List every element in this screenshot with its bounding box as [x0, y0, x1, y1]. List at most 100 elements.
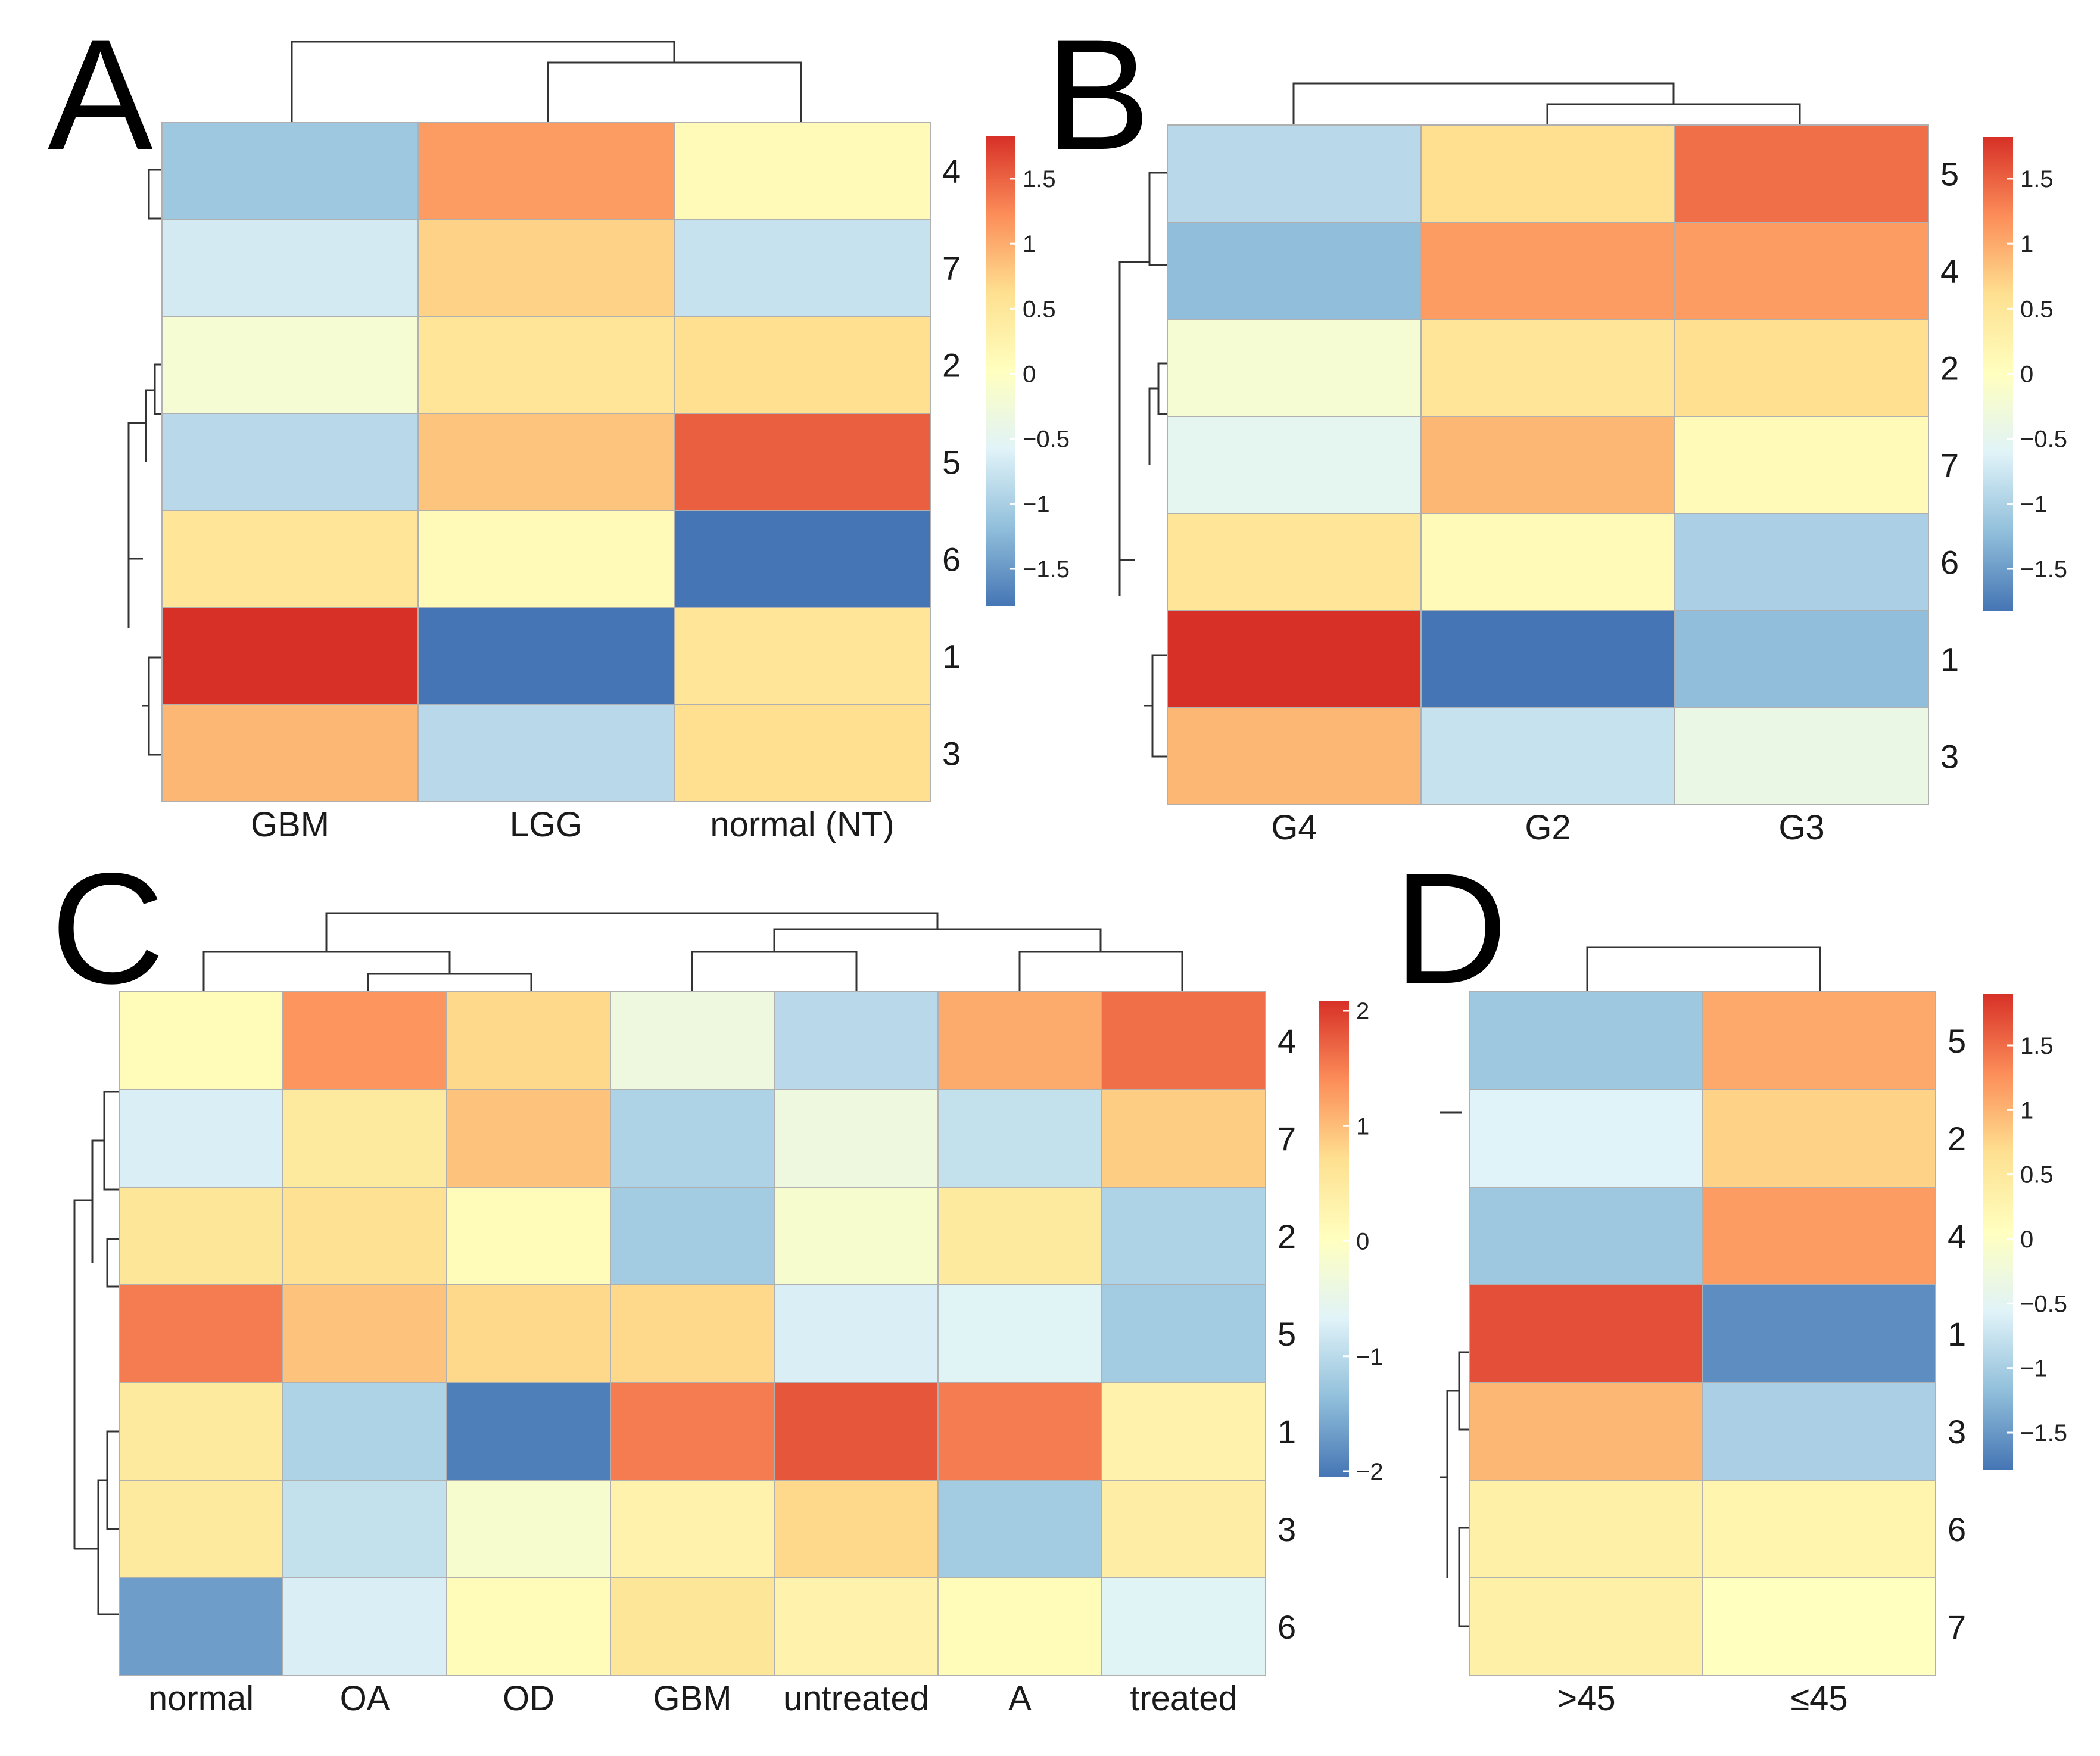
heatmap-cell [937, 1577, 1102, 1676]
heatmap-cell [1167, 707, 1422, 805]
heatmap-cell [1674, 124, 1929, 223]
heatmap-cell [446, 1187, 611, 1285]
heatmap-cell [1167, 222, 1422, 320]
heatmap-cell [674, 607, 931, 705]
heatmap-cell [1469, 1284, 1703, 1383]
row-dendrogram-a [127, 169, 162, 756]
heatmap-cells-b [1167, 124, 1929, 805]
heatmap-cell [1674, 610, 1929, 708]
heatmap-cell [1101, 1382, 1266, 1481]
heatmap-cell [161, 122, 419, 220]
colorbar-tick-label: 1.5 [2020, 166, 2054, 192]
row-label: 6 [1940, 544, 1959, 581]
row-label: 4 [1948, 1218, 1966, 1255]
row-label: 2 [1940, 350, 1959, 387]
heatmap-cell [1167, 513, 1422, 611]
heatmap-cell [674, 704, 931, 802]
colorbar-tick-label: 1 [2020, 231, 2033, 257]
heatmap-cell [417, 510, 675, 608]
heatmap-cell [774, 1480, 939, 1578]
colorbar-a: 1.5 1 0.5 0 −0.5 −1 −1.5 [986, 136, 1070, 606]
column-labels-b: G4 G2 G3 [1271, 808, 1824, 847]
row-labels-c: 4 7 2 5 1 3 6 [1278, 1022, 1296, 1646]
heatmap-cell [417, 122, 675, 220]
colorbar-tick-label: 0.5 [2020, 296, 2054, 322]
panel-letter-d: D [1394, 840, 1507, 1017]
row-label: 3 [1278, 1511, 1296, 1548]
column-label: OA [340, 1679, 390, 1718]
colorbar-tick-label: −1.5 [2020, 556, 2067, 583]
heatmap-cell [610, 1382, 775, 1481]
colorbar-tick-label: 0 [1023, 362, 1036, 388]
colorbar-gradient [1319, 1001, 1349, 1477]
heatmap-cell [1420, 416, 1675, 514]
heatmap-cell [674, 122, 931, 220]
column-dendrogram-a [291, 41, 802, 122]
heatmap-cell [1420, 222, 1675, 320]
panel-letter-b: B [1045, 7, 1151, 183]
heatmap-cell [774, 1187, 939, 1285]
colorbar-tick-label: 1.5 [2020, 1033, 2054, 1059]
row-label: 4 [1278, 1022, 1296, 1060]
heatmap-cell [774, 1284, 939, 1383]
heatmap-cell [417, 219, 675, 317]
colorbar-d: 1.5 1 0.5 0 −0.5 −1 −1.5 [1983, 994, 2067, 1470]
column-label: >45 [1557, 1679, 1615, 1718]
heatmap-cell [1702, 1284, 1936, 1383]
heatmap-cell [1469, 1577, 1703, 1676]
heatmap-cell [119, 1284, 283, 1383]
heatmap-cell [161, 607, 419, 705]
column-label: GBM [251, 805, 329, 844]
row-label: 4 [1940, 253, 1959, 290]
heatmap-cell [119, 1089, 283, 1188]
heatmap-cell [1702, 1382, 1936, 1481]
row-label: 1 [1278, 1413, 1296, 1450]
column-labels-a: GBM LGG normal (NT) [251, 805, 895, 844]
colorbar-gradient [1983, 994, 2013, 1470]
heatmap-cell [610, 1187, 775, 1285]
heatmap-cell [674, 316, 931, 414]
heatmap-cell [282, 1284, 447, 1383]
column-label: G3 [1778, 808, 1824, 847]
heatmap-cell [1420, 513, 1675, 611]
row-label: 6 [942, 541, 961, 578]
column-label: ≤45 [1790, 1679, 1847, 1718]
heatmap-cell [282, 1577, 447, 1676]
row-label: 5 [942, 444, 961, 481]
heatmap-cell [610, 1480, 775, 1578]
row-label: 7 [942, 250, 961, 287]
colorbar-c: 2 1 0 −1 −2 [1319, 998, 1384, 1485]
heatmap-cell [937, 1089, 1102, 1188]
row-dendrogram-d [1440, 1111, 1470, 1627]
column-label: normal (NT) [710, 805, 894, 844]
column-label: A [1008, 1679, 1032, 1718]
row-dendrogram-b [1118, 172, 1167, 758]
colorbar-tick-label: 1 [2020, 1097, 2033, 1123]
heatmap-cell [1101, 1187, 1266, 1285]
row-label: 5 [1278, 1315, 1296, 1353]
heatmap-cell [937, 1187, 1102, 1285]
colorbar-tick-label: 0 [2020, 362, 2033, 388]
heatmap-cell [417, 316, 675, 414]
colorbar-tick-label: −2 [1356, 1459, 1384, 1485]
colorbar-tick-label: −0.5 [2020, 426, 2067, 453]
row-label: 3 [1940, 738, 1959, 776]
heatmap-cell [282, 1187, 447, 1285]
heatmap-panel-d: D >45 ≤45 5 2 4 1 3 6 7 1.5 1 0.5 0 −0.5 −1 −1.5 [1394, 840, 2067, 1718]
heatmap-cell [1469, 1187, 1703, 1285]
colorbar-tick-label: 0 [1356, 1229, 1369, 1255]
heatmap-cell [1702, 1187, 1936, 1285]
column-label: G4 [1271, 808, 1317, 847]
heatmap-cell [446, 1089, 611, 1188]
heatmap-cell [282, 991, 447, 1090]
heatmap-cell [417, 413, 675, 511]
heatmap-cell [417, 607, 675, 705]
row-labels-a: 4 7 2 5 6 1 3 [942, 152, 961, 773]
heatmap-cell [1674, 707, 1929, 805]
heatmap-cell [1674, 319, 1929, 417]
column-label: untreated [783, 1679, 929, 1718]
row-labels-b: 5 4 2 7 6 1 3 [1940, 155, 1959, 776]
heatmap-panel-b: B G4 G2 G3 5 4 2 7 6 1 3 1.5 1 0.5 0 −0.5 −1 −1.5 [1045, 7, 2067, 847]
